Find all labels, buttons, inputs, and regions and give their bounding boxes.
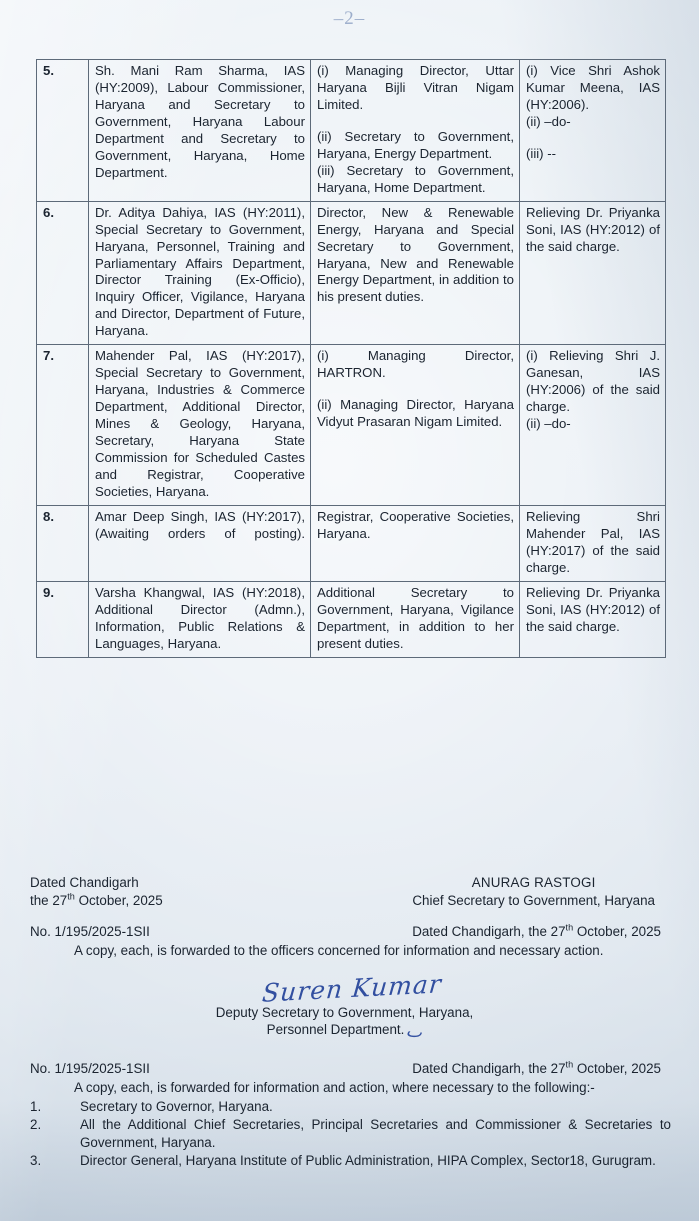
cell-posting-details: Registrar, Cooperative Societies, Haryan…: [310, 504, 520, 582]
memo-second-body: A copy, each, is forwarded for informati…: [74, 1080, 595, 1096]
memo-second: No. 1/195/2025-1SII Dated Chandigarh, th…: [30, 1060, 671, 1170]
memo-first-date-ordinal: th: [565, 922, 574, 933]
cell-remarks: (i) Relieving Shri J. Ganesan, IAS (HY:2…: [519, 344, 666, 506]
distribution-list: 1. Secretary to Governor, Haryana. 2. Al…: [30, 1098, 671, 1170]
posting-text: (ii) Secretary to Government, Haryana, E…: [317, 128, 514, 161]
distribution-number: 3.: [30, 1153, 42, 1169]
memo-second-date: Dated Chandigarh, the 27th October, 2025: [412, 1060, 661, 1078]
dateline-date: the 27th October, 2025: [30, 892, 163, 910]
cell-posting-details: (i) Managing Director, HARTRON. (ii) Man…: [310, 344, 520, 506]
remarks-text: Relieving Shri Mahender Pal, IAS (HY:201…: [526, 508, 660, 575]
deputy-designation-line1: Deputy Secretary to Government, Haryana,: [215, 1004, 474, 1020]
table-row: 6. Dr. Aditya Dahiya, IAS (HY:2011), Spe…: [36, 200, 666, 346]
cell-posting-details: (i) Managing Director, Uttar Haryana Bij…: [310, 59, 520, 202]
posting-text: (ii) Managing Director, Haryana Vidyut P…: [317, 397, 514, 430]
officer-text: Dr. Aditya Dahiya, IAS (HY:2011), Specia…: [95, 204, 305, 339]
posting-text: Registrar, Cooperative Societies, Haryan…: [317, 508, 514, 541]
posting-text: Director, New & Renewable Energy, Haryan…: [317, 204, 514, 305]
remarks-text: Relieving Dr. Priyanka Soni, IAS (HY:201…: [526, 584, 660, 634]
cell-remarks: Relieving Dr. Priyanka Soni, IAS (HY:201…: [519, 200, 666, 346]
memo-first-header: No. 1/195/2025-1SII Dated Chandigarh, th…: [30, 923, 671, 941]
document-footer: Dated Chandigarh the 27th October, 2025 …: [30, 874, 671, 1170]
remarks-text: (ii) –do-: [526, 113, 571, 129]
cell-officer-details: Varsha Khangwal, IAS (HY:2018), Addition…: [88, 580, 311, 658]
officer-text: Sh. Mani Ram Sharma, IAS (HY:2009), Labo…: [95, 63, 305, 180]
signatory-name: ANURAG RASTOGI: [471, 875, 596, 890]
memo-second-date-suffix: October, 2025: [573, 1060, 661, 1076]
memo-first: No. 1/195/2025-1SII Dated Chandigarh, th…: [30, 923, 671, 959]
memo-first-date-prefix: Dated Chandigarh, the 27: [412, 924, 566, 940]
dateline-left: Dated Chandigarh the 27th October, 2025: [30, 874, 163, 909]
table-row: 5. Sh. Mani Ram Sharma, IAS (HY:2009), L…: [36, 59, 666, 202]
table-row: 7. Mahender Pal, IAS (HY:2017), Special …: [36, 344, 666, 506]
table-row: 9. Varsha Khangwal, IAS (HY:2018), Addit…: [36, 580, 666, 658]
memo-second-date-prefix: Dated Chandigarh, the 27: [412, 1060, 566, 1076]
cell-serial-number: 7.: [36, 344, 89, 506]
memo-second-number: No. 1/195/2025-1SII: [30, 1060, 150, 1076]
posting-text: (i) Managing Director, HARTRON.: [317, 348, 514, 381]
signatory-block: ANURAG RASTOGI Chief Secretary to Govern…: [412, 874, 655, 909]
memo-first-date-suffix: October, 2025: [573, 924, 661, 940]
memo-first-body: A copy, each, is forwarded to the office…: [74, 942, 604, 958]
posting-text: (iii) Secretary to Government, Haryana, …: [317, 162, 514, 195]
deputy-designation-text: Personnel Department.: [266, 1022, 405, 1038]
distribution-text: Secretary to Governor, Haryana.: [80, 1098, 273, 1114]
signatory-designation: Chief Secretary to Government, Haryana: [412, 892, 655, 908]
distribution-text: Director General, Haryana Institute of P…: [80, 1153, 656, 1169]
cell-serial-number: 8.: [36, 504, 89, 582]
remarks-text: (ii) –do-: [526, 416, 571, 432]
remarks-text: (i) Relieving Shri J. Ganesan, IAS (HY:2…: [526, 348, 660, 415]
cell-posting-details: Additional Secretary to Government, Hary…: [310, 580, 520, 658]
officer-text: Amar Deep Singh, IAS (HY:2017), (Awaitin…: [95, 508, 305, 541]
cell-serial-number: 6.: [36, 200, 89, 346]
deputy-signature-block: Suren Kumar Deputy Secretary to Governme…: [30, 969, 671, 1044]
page-number: –2–: [333, 7, 366, 30]
dateline-place: Dated Chandigarh: [30, 875, 139, 890]
dateline-date-ordinal: th: [67, 891, 75, 902]
cell-officer-details: Dr. Aditya Dahiya, IAS (HY:2011), Specia…: [88, 200, 311, 346]
officer-text: Mahender Pal, IAS (HY:2017), Special Sec…: [95, 348, 305, 499]
remarks-text: (i) Vice Shri Ashok Kumar Meena, IAS (HY…: [526, 63, 660, 112]
remarks-text: (iii) --: [526, 145, 557, 161]
transfer-postings-table: 5. Sh. Mani Ram Sharma, IAS (HY:2009), L…: [36, 59, 666, 658]
cell-serial-number: 9.: [36, 580, 89, 658]
cell-posting-details: Director, New & Renewable Energy, Haryan…: [310, 200, 520, 346]
officer-text: Varsha Khangwal, IAS (HY:2018), Addition…: [95, 584, 305, 651]
distribution-number: 1.: [30, 1098, 42, 1114]
signature-flourish: ٮ: [405, 1021, 424, 1044]
table-row: 8. Amar Deep Singh, IAS (HY:2017), (Awai…: [36, 504, 666, 582]
cell-officer-details: Amar Deep Singh, IAS (HY:2017), (Awaitin…: [88, 504, 311, 582]
posting-text: Additional Secretary to Government, Hary…: [317, 584, 514, 651]
remarks-text: Relieving Dr. Priyanka Soni, IAS (HY:201…: [526, 204, 660, 254]
dateline-date-suffix: October, 2025: [74, 892, 163, 908]
distribution-text: All the Additional Chief Secretaries, Pr…: [80, 1117, 671, 1150]
memo-first-date: Dated Chandigarh, the 27th October, 2025: [412, 923, 661, 941]
cell-remarks: (i) Vice Shri Ashok Kumar Meena, IAS (HY…: [519, 59, 666, 202]
list-item: 2. All the Additional Chief Secretaries,…: [30, 1116, 671, 1151]
deputy-designation-line2: Personnel Department.ٮ: [30, 1021, 659, 1043]
signature-row: Dated Chandigarh the 27th October, 2025 …: [30, 874, 671, 909]
distribution-number: 2.: [30, 1117, 42, 1133]
cell-remarks: Relieving Shri Mahender Pal, IAS (HY:201…: [519, 504, 666, 582]
cell-officer-details: Sh. Mani Ram Sharma, IAS (HY:2009), Labo…: [88, 59, 311, 202]
cell-officer-details: Mahender Pal, IAS (HY:2017), Special Sec…: [88, 344, 311, 506]
cell-remarks: Relieving Dr. Priyanka Soni, IAS (HY:201…: [519, 580, 666, 658]
dateline-date-prefix: the 27: [30, 892, 68, 908]
memo-first-number: No. 1/195/2025-1SII: [30, 924, 150, 940]
memo-second-header: No. 1/195/2025-1SII Dated Chandigarh, th…: [30, 1060, 671, 1078]
table-body: 5. Sh. Mani Ram Sharma, IAS (HY:2009), L…: [36, 59, 666, 658]
list-item: 3. Director General, Haryana Institute o…: [30, 1152, 671, 1170]
cell-serial-number: 5.: [36, 59, 89, 202]
list-item: 1. Secretary to Governor, Haryana.: [30, 1098, 671, 1116]
posting-text: (i) Managing Director, Uttar Haryana Bij…: [317, 63, 514, 112]
memo-second-date-ordinal: th: [565, 1059, 574, 1070]
